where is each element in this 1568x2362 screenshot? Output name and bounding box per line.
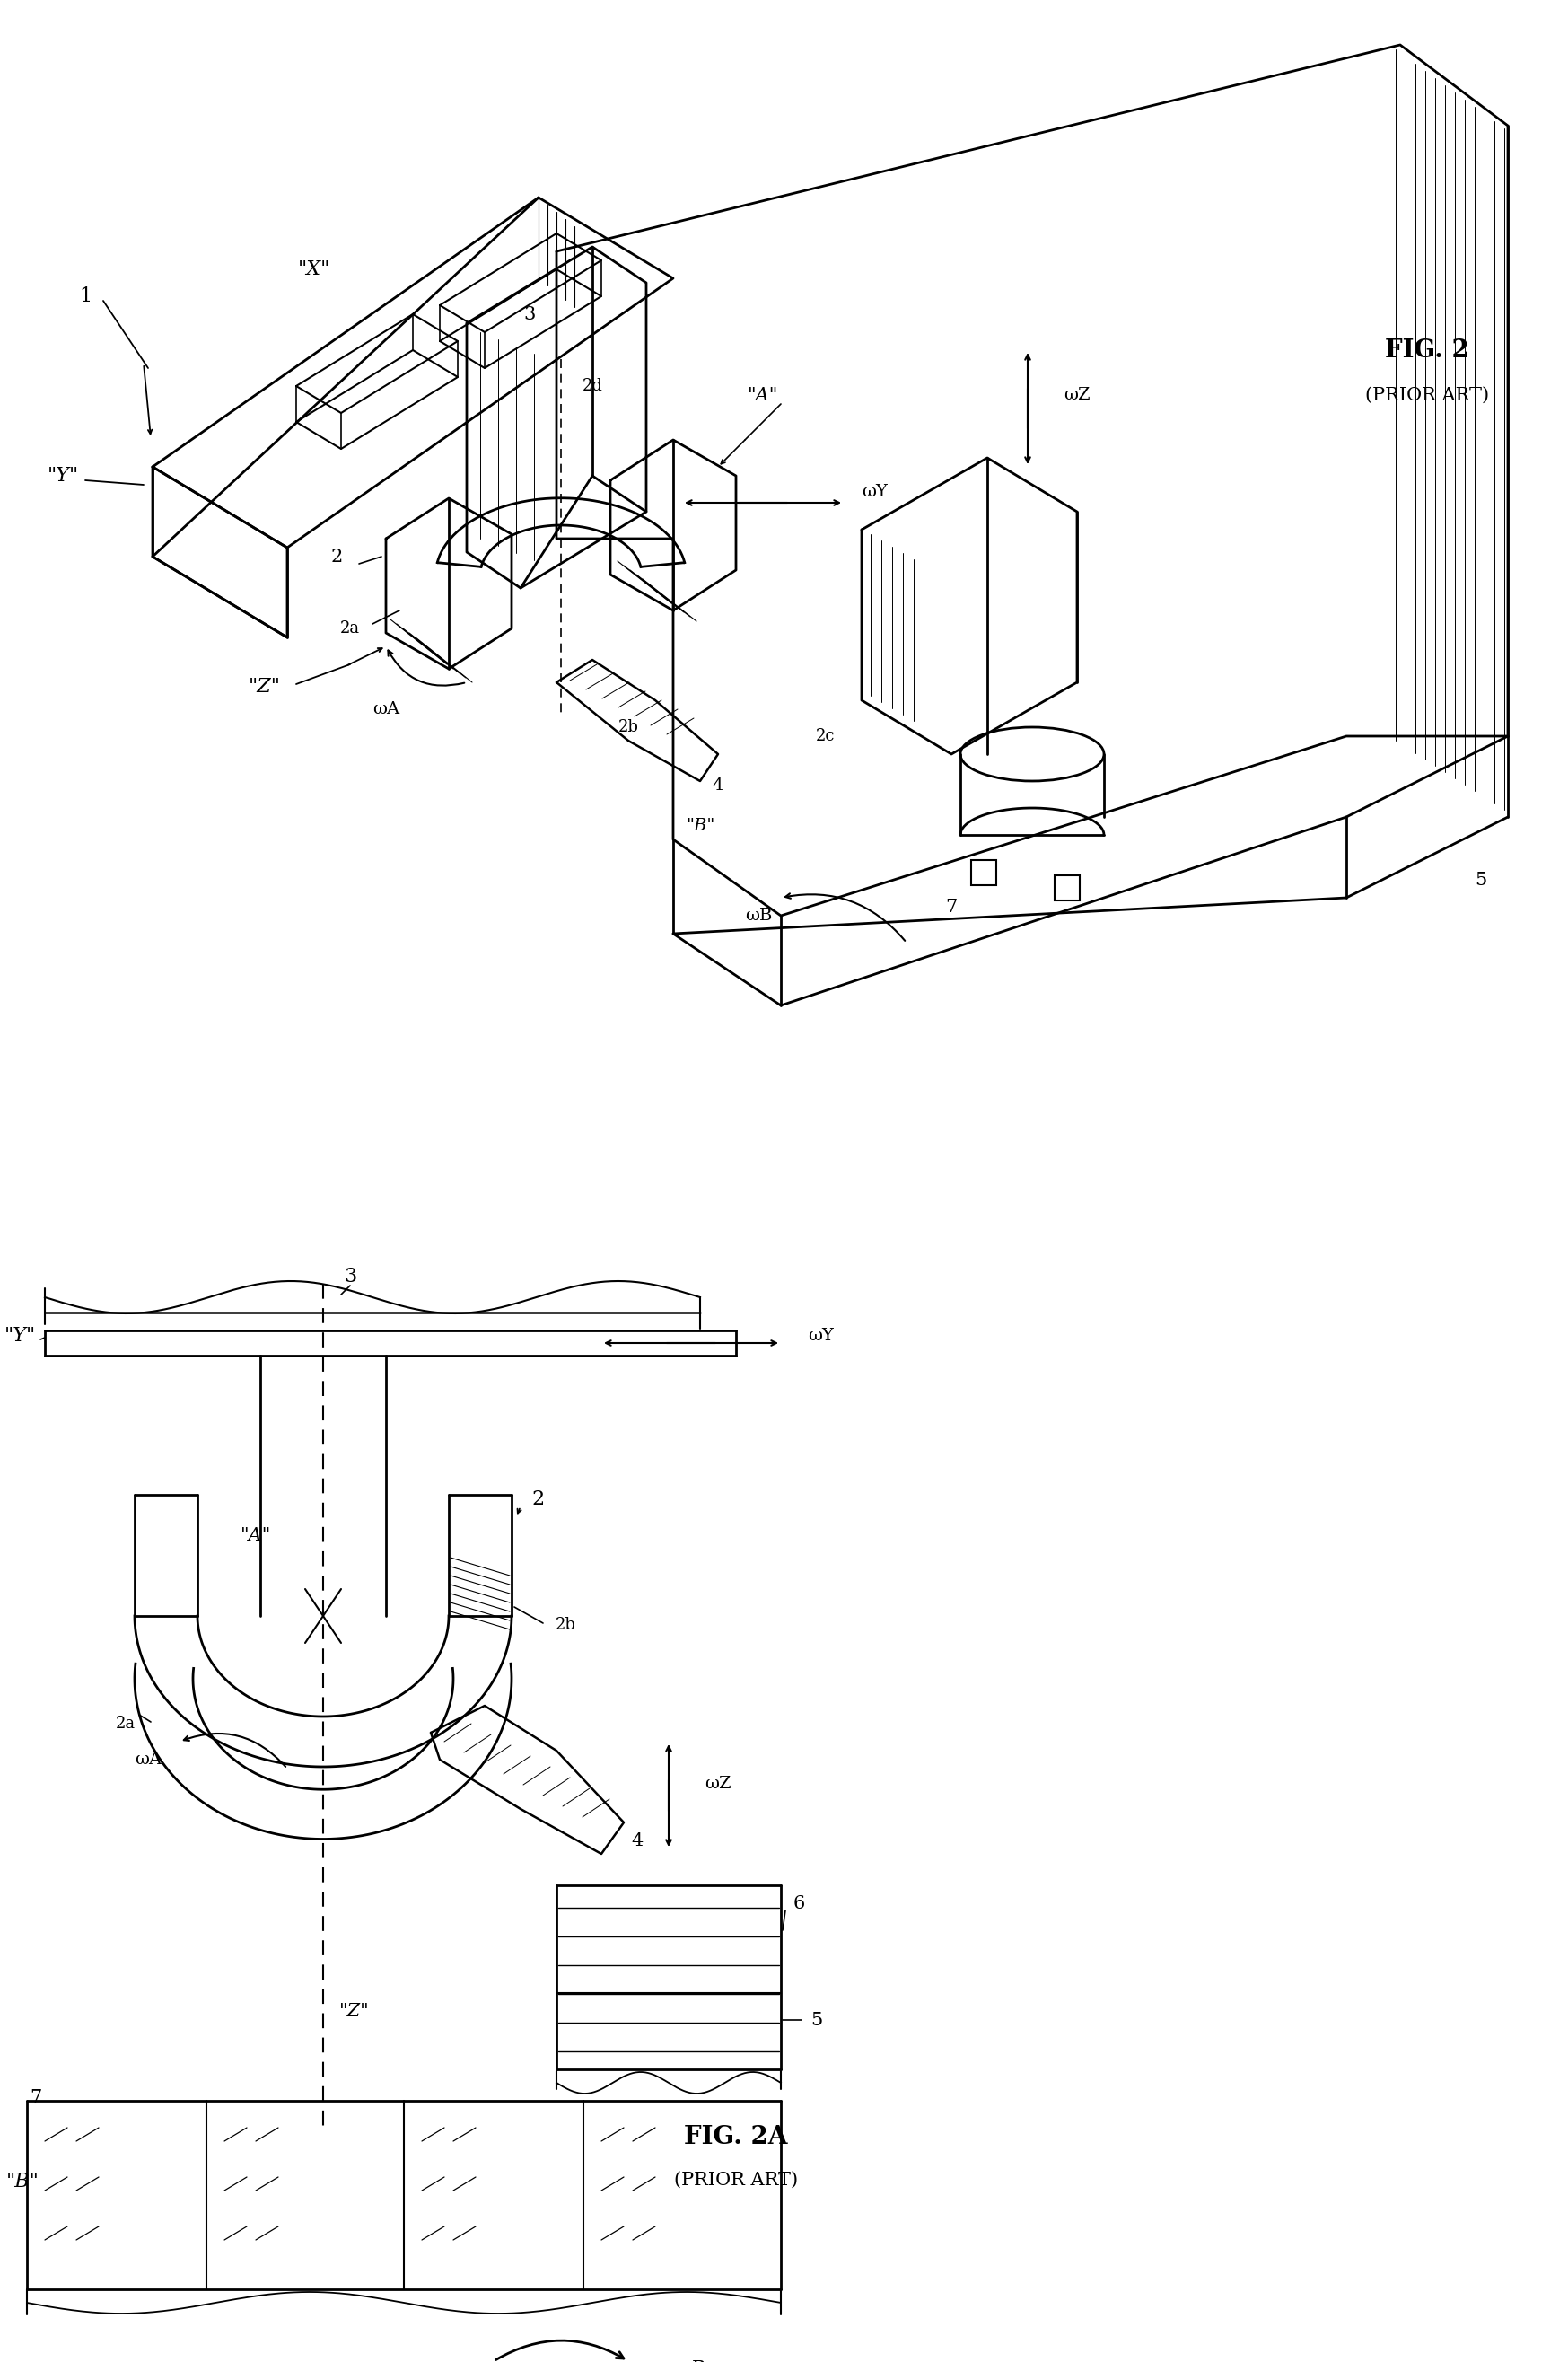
Text: 2d: 2d — [582, 378, 602, 394]
Text: ωY: ωY — [808, 1327, 834, 1344]
Text: ωB: ωB — [745, 907, 771, 924]
Text: 2b: 2b — [555, 1618, 575, 1632]
Text: 1: 1 — [78, 286, 91, 307]
Text: 2a: 2a — [116, 1715, 135, 1731]
Text: "Z": "Z" — [339, 2003, 370, 2020]
Text: 4: 4 — [712, 777, 723, 794]
Text: 2: 2 — [331, 548, 342, 565]
Text: "B": "B" — [6, 2171, 39, 2192]
Text: 4: 4 — [632, 1833, 643, 1849]
Text: "Y": "Y" — [5, 1325, 36, 1346]
Text: "A": "A" — [240, 1526, 271, 1545]
Text: 2a: 2a — [340, 621, 361, 635]
Text: "X": "X" — [298, 260, 331, 279]
Text: "Y": "Y" — [47, 465, 78, 487]
Text: (PRIOR ART): (PRIOR ART) — [1366, 387, 1490, 404]
Text: "Z": "Z" — [249, 678, 281, 697]
Text: ωZ: ωZ — [704, 1776, 731, 1793]
Text: "A": "A" — [748, 387, 778, 404]
Text: 3: 3 — [524, 305, 536, 324]
Text: 2c: 2c — [815, 727, 836, 744]
Text: 5: 5 — [1475, 872, 1486, 888]
Text: (PRIOR ART): (PRIOR ART) — [674, 2171, 798, 2187]
Text: 2: 2 — [532, 1490, 544, 1509]
Text: ωA: ωA — [373, 702, 400, 718]
Text: "B": "B" — [685, 817, 715, 834]
Text: FIG. 2A: FIG. 2A — [684, 2123, 787, 2149]
Text: 6: 6 — [793, 1894, 804, 1911]
Text: ωY: ωY — [862, 484, 887, 501]
Text: 2b: 2b — [618, 718, 638, 735]
Text: ωZ: ωZ — [1063, 387, 1090, 404]
Text: ωA: ωA — [135, 1753, 162, 1767]
Text: FIG. 2: FIG. 2 — [1385, 338, 1469, 361]
Text: 3: 3 — [343, 1266, 356, 1287]
Text: 7: 7 — [30, 2090, 42, 2107]
Text: 5: 5 — [811, 2012, 823, 2029]
Text: 7: 7 — [946, 898, 958, 914]
